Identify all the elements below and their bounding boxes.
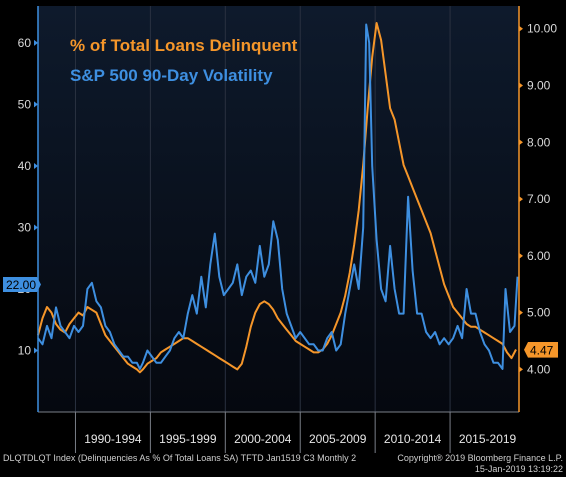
right-tick-label: 5.00 (527, 306, 551, 320)
left-tick-mark (34, 162, 38, 169)
right-tick-label: 8.00 (527, 135, 551, 149)
left-value-badge: 22.00 (3, 277, 41, 292)
left-tick-label: 50 (18, 97, 32, 111)
left-tick-mark (34, 101, 38, 108)
right-tick-label: 6.00 (527, 249, 551, 263)
grid (74, 6, 451, 412)
volatility-line (37, 23, 519, 370)
left-tick-label: 60 (18, 36, 32, 50)
x-tick-label: 2010-2014 (384, 432, 442, 446)
x-tick-label: 2000-2004 (234, 432, 292, 446)
right-tick-label: 4.00 (527, 362, 551, 376)
right-tick-mark (519, 252, 523, 259)
right-tick-mark (519, 25, 523, 32)
footer-copyright: Copyright® 2019 Bloomberg Finance L.P. (397, 453, 563, 463)
x-tick-label: 2005-2009 (309, 432, 367, 446)
right-value-badge: 4.47 (524, 342, 558, 358)
left-tick-mark (34, 347, 38, 354)
footer: DLQTDLQT Index (Delinquencies As % Of To… (3, 453, 563, 474)
footer-source: DLQTDLQT Index (Delinquencies As % Of To… (3, 453, 356, 463)
right-tick-label: 7.00 (527, 192, 551, 206)
x-tick-label: 1995-1999 (159, 432, 217, 446)
right-tick-mark (519, 309, 523, 316)
right-tick-mark (519, 82, 523, 89)
right-tick-mark (519, 139, 523, 146)
x-tick-label: 2015-2019 (459, 432, 517, 446)
footer-timestamp: 15-Jan-2019 13:19:22 (475, 464, 563, 474)
left-tick-mark (34, 39, 38, 46)
x-tick-label: 1990-1994 (84, 432, 142, 446)
legend-volatility: S&P 500 90-Day Volatility (70, 66, 273, 85)
right-tick-mark (519, 196, 523, 203)
left-tick-label: 30 (18, 220, 32, 234)
delinquent-line (37, 22, 517, 374)
left-tick-label: 40 (18, 159, 32, 173)
svg-text:22.00: 22.00 (6, 278, 36, 292)
left-tick-mark (34, 224, 38, 231)
legend-delinquent: % of Total Loans Delinquent (70, 36, 298, 55)
axes: 1990-1994 1995-1999 2000-2004 2005-2009 2010… (18, 6, 557, 453)
right-tick-mark (519, 366, 523, 373)
right-tick-label: 9.00 (527, 78, 551, 92)
svg-text:4.47: 4.47 (530, 344, 554, 358)
series-layer (37, 22, 519, 374)
right-tick-label: 10.00 (527, 22, 557, 36)
left-tick-label: 10 (18, 343, 32, 357)
